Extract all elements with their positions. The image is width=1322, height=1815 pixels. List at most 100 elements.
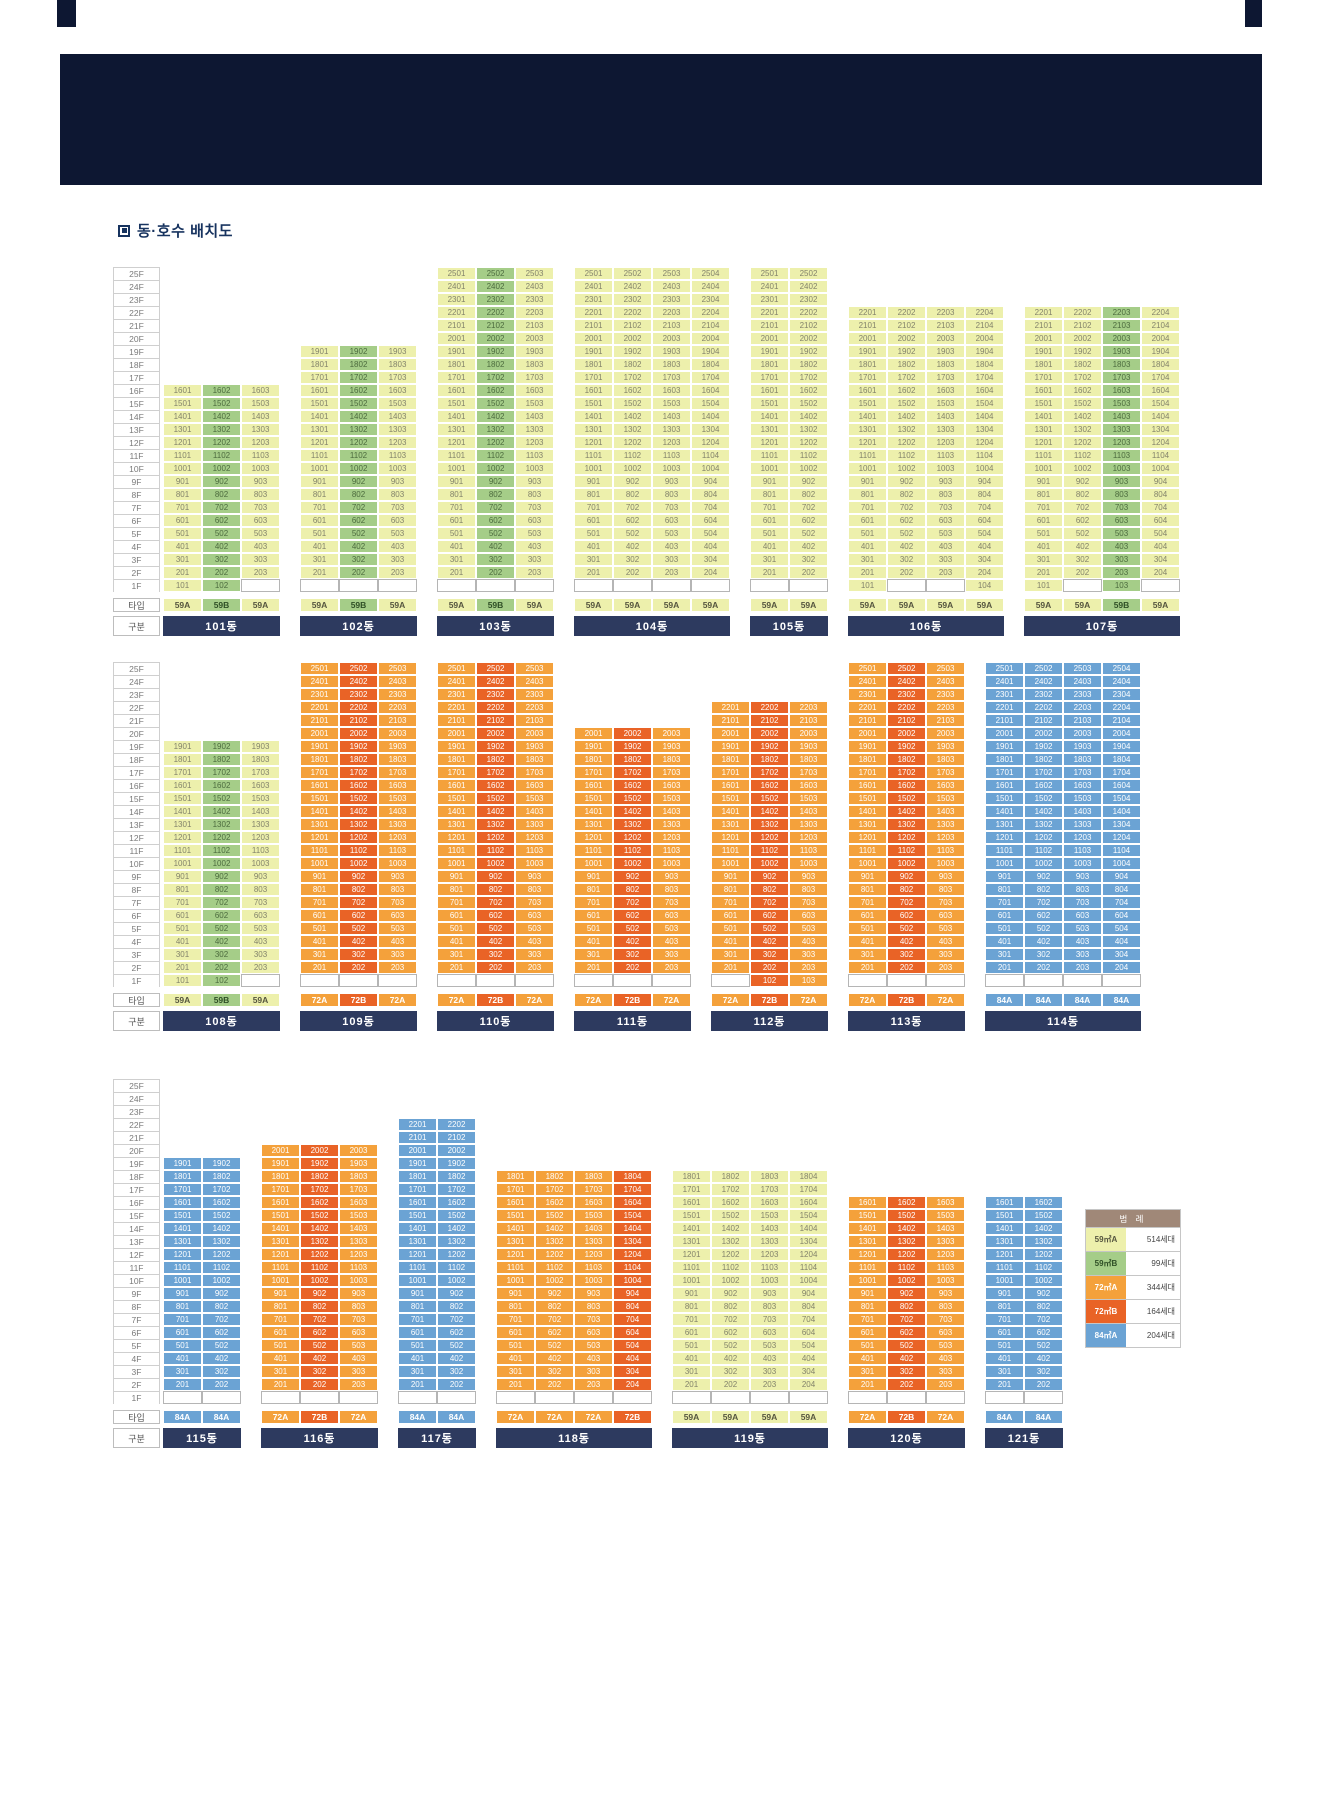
unit-cell: 1802 — [339, 753, 378, 766]
unit-cell: 204 — [965, 566, 1004, 579]
unit-cell: 904 — [965, 475, 1004, 488]
unit-cell: 403 — [378, 935, 417, 948]
floor-row: 1801 1802 1803 — [163, 753, 280, 766]
unit-grid: 1901 1902 1801 1802 1701 1702 1601 1602 1501 1502… — [163, 1079, 241, 1404]
unit-cell: 701 — [163, 896, 202, 909]
unit-cell: 601 — [848, 514, 887, 527]
unit-cell: 1903 — [1102, 345, 1141, 358]
unit-cell: 1302 — [750, 818, 789, 831]
unit-cell: 802 — [887, 883, 926, 896]
type-cell: 72A — [300, 993, 339, 1007]
floor-row: 801 802 803 — [163, 488, 280, 501]
page-top-deco-left — [57, 0, 76, 27]
unit-cell: 901 — [163, 475, 202, 488]
floor-row: 1701 1702 1703 — [437, 766, 554, 779]
unit-cell: 601 — [750, 514, 789, 527]
floor-label: 19F — [113, 345, 160, 358]
unit-cell: 501 — [437, 527, 476, 540]
unit-cell: 1403 — [378, 805, 417, 818]
unit-cell: 1004 — [613, 1274, 652, 1287]
unit-cell: 704 — [1141, 501, 1180, 514]
unit-cell: 1503 — [750, 1209, 789, 1222]
floor-row: 201 202 203 — [300, 961, 417, 974]
floor-label: 23F — [113, 1105, 160, 1118]
unit-cell: 401 — [163, 935, 202, 948]
unit-cell: 1801 — [300, 753, 339, 766]
unit-cell: 1402 — [202, 1222, 241, 1235]
unit-cell — [613, 974, 652, 987]
unit-cell: 401 — [711, 935, 750, 948]
floor-row: 1501 1502 1503 — [574, 792, 691, 805]
type-cell: 72A — [574, 1410, 613, 1424]
floor-row: 301 302 303 — [437, 948, 554, 961]
floor-row: 1501 1502 1503 — [300, 397, 417, 410]
unit-cell: 1302 — [535, 1235, 574, 1248]
floor-row: 201 202 — [163, 1378, 241, 1391]
unit-cell: 604 — [965, 514, 1004, 527]
floor-row: 1401 1402 1403 — [848, 805, 965, 818]
unit-cell: 1702 — [535, 1183, 574, 1196]
unit-cell — [339, 579, 378, 592]
unit-cell: 2503 — [1063, 662, 1102, 675]
page-title: 동·호수 배치도 — [137, 223, 233, 240]
floor-row: 601 602 603 604 — [574, 514, 730, 527]
unit-cell: 1501 — [398, 1209, 437, 1222]
unit-cell: 1202 — [613, 436, 652, 449]
unit-cell: 302 — [535, 1365, 574, 1378]
floor-row: 1501 1502 1503 1504 — [496, 1209, 652, 1222]
unit-cell: 401 — [300, 935, 339, 948]
unit-cell: 802 — [202, 488, 241, 501]
unit-cell: 2403 — [515, 280, 554, 293]
unit-cell: 1802 — [535, 1170, 574, 1183]
unit-cell: 1801 — [672, 1170, 711, 1183]
floor-row: 2001 2002 2003 2004 — [1024, 332, 1180, 345]
floor-row: 801 802 803 — [300, 488, 417, 501]
unit-cell: 1901 — [750, 345, 789, 358]
unit-cell: 2103 — [1063, 714, 1102, 727]
unit-cell: 203 — [1102, 566, 1141, 579]
floor-label-column: 25F 24F 23F 22F 21F 20F 19F 18F 17F 16F 15F 14F 13F 1… — [113, 1079, 160, 1448]
unit-cell: 1502 — [887, 1209, 926, 1222]
floor-row: 801 802 803 — [261, 1300, 378, 1313]
unit-cell: 2101 — [437, 714, 476, 727]
unit-cell: 1402 — [1024, 805, 1063, 818]
unit-cell: 803 — [926, 488, 965, 501]
unit-cell: 601 — [398, 1326, 437, 1339]
unit-cell: 702 — [1063, 501, 1102, 514]
unit-cell: 1002 — [535, 1274, 574, 1287]
unit-cell: 1701 — [300, 766, 339, 779]
unit-cell: 503 — [926, 1339, 965, 1352]
unit-cell: 1201 — [574, 436, 613, 449]
floor-row: 1201 1202 1203 — [574, 831, 691, 844]
unit-cell: 702 — [339, 896, 378, 909]
unit-cell: 1902 — [339, 740, 378, 753]
unit-cell: 803 — [1063, 883, 1102, 896]
unit-cell: 1702 — [202, 766, 241, 779]
unit-cell: 704 — [613, 1313, 652, 1326]
unit-cell: 703 — [378, 501, 417, 514]
unit-cell: 1103 — [515, 844, 554, 857]
unit-cell: 1603 — [1102, 384, 1141, 397]
unit-cell: 1004 — [1102, 857, 1141, 870]
unit-cell: 902 — [476, 475, 515, 488]
unit-cell: 1702 — [887, 766, 926, 779]
unit-cell: 402 — [1024, 1352, 1063, 1365]
unit-cell: 802 — [887, 488, 926, 501]
floor-row: 1201 1202 1203 — [300, 436, 417, 449]
unit-cell: 1303 — [1102, 423, 1141, 436]
unit-cell: 604 — [1102, 909, 1141, 922]
floor-label: 5F — [113, 527, 160, 540]
unit-cell: 801 — [848, 883, 887, 896]
unit-cell: 601 — [163, 1326, 202, 1339]
floor-row: 1001 1002 — [750, 462, 828, 475]
building-name-bar: 103동 — [437, 616, 554, 636]
floor-row: 1301 1302 1303 1304 — [574, 423, 730, 436]
unit-cell: 601 — [985, 909, 1024, 922]
unit-cell: 1403 — [789, 805, 828, 818]
unit-cell: 701 — [985, 896, 1024, 909]
unit-cell: 1101 — [848, 844, 887, 857]
building-name-bar: 121동 — [985, 1428, 1063, 1448]
floor-row: 1201 1202 1203 — [711, 831, 828, 844]
unit-cell: 502 — [789, 527, 828, 540]
unit-cell: 503 — [378, 922, 417, 935]
